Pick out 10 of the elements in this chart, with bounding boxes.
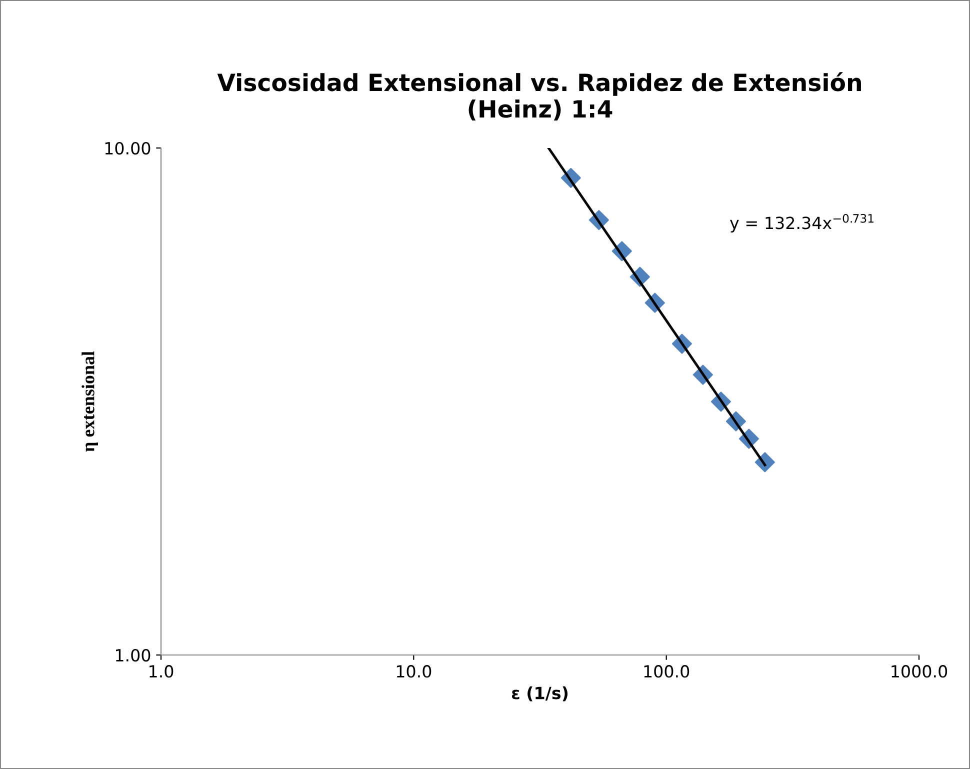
x-tick-label: 100.0	[644, 665, 690, 678]
chart-title: Viscosidad Extensional vs. Rapidez de Extensión (Heinz) 1:4	[217, 72, 861, 121]
x-tick-label: 10.0	[396, 665, 432, 678]
x-tick-label: 1000.0	[892, 665, 948, 678]
x-tick-label: 1.0	[150, 665, 174, 678]
annotation: y = 132.34x$^{−0.731}$	[730, 214, 874, 232]
y-tick-label: 1.00	[116, 648, 150, 662]
y-tick-label: 10.00	[105, 142, 150, 155]
x-axis-title: ε (1/s)	[512, 686, 568, 702]
y-axis-title: η extensional	[82, 351, 98, 452]
